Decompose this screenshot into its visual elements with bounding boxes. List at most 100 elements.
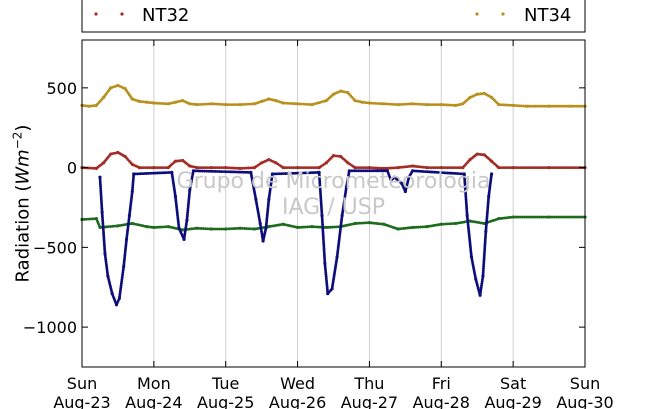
data-point-fill [448, 103, 451, 107]
data-point-fill [304, 166, 307, 170]
data-point-fill [390, 166, 394, 170]
data-point-fill [331, 225, 334, 229]
data-point-fill [311, 166, 315, 170]
data-point-fill [515, 104, 519, 108]
data-point-fill [154, 166, 158, 170]
data-point-fill [455, 166, 459, 170]
data-point-fill [435, 166, 439, 170]
data-point-fill [201, 227, 205, 230]
data-point [410, 225, 415, 230]
y-tick-label: −1000 [23, 318, 77, 337]
data-point-fill [384, 166, 388, 170]
data-point-fill [415, 225, 419, 229]
data-point-fill [285, 101, 289, 105]
data-point-fill [197, 103, 201, 106]
data-point [367, 101, 372, 105]
data-point-fill [211, 102, 215, 106]
y-tick-label: −500 [33, 238, 77, 257]
data-point-fill [557, 104, 561, 108]
legend-item-nt34: NT34 [475, 5, 571, 26]
data-point [439, 166, 443, 170]
data-point [425, 103, 429, 107]
data-point [410, 102, 415, 106]
data-point-fill [378, 166, 382, 170]
data-point-fill [232, 227, 236, 230]
data-point [209, 166, 213, 170]
data-point-fill [226, 103, 230, 107]
data-point-fill [507, 103, 511, 107]
data-point-fill [306, 225, 310, 229]
data-point-fill [499, 166, 503, 170]
legend-label-nt34: NT34 [524, 5, 571, 26]
data-point-fill [355, 166, 359, 170]
x-tick-label-date: Aug-29 [484, 393, 541, 409]
data-point-fill [216, 227, 219, 231]
data-point-fill [220, 227, 224, 231]
series-0 [80, 83, 587, 108]
data-point-fill [148, 166, 152, 170]
data-point-fill [162, 225, 166, 229]
data-point-fill [329, 225, 332, 229]
data-point-fill [429, 103, 433, 107]
data-point [238, 166, 242, 171]
data-point-fill [535, 104, 539, 108]
data-point [569, 104, 573, 108]
data-point-fill [287, 101, 291, 105]
data-point-fill [388, 102, 392, 106]
data-point-fill [82, 217, 86, 221]
data-point-fill [503, 103, 507, 107]
data-point-fill [517, 104, 521, 108]
data-point-fill [374, 166, 377, 170]
data-point-fill [214, 227, 217, 231]
data-point-fill [203, 227, 207, 231]
data-point-fill [565, 104, 569, 108]
legend-box [81, 0, 586, 33]
data-point-fill [537, 104, 541, 108]
data-point-fill [530, 104, 533, 108]
data-point-fill [447, 166, 451, 170]
data-point-fill [226, 166, 230, 170]
data-point-fill [283, 101, 287, 105]
data-point-fill [443, 222, 447, 226]
data-point-fill [359, 166, 363, 170]
data-point-fill [88, 166, 92, 170]
data-point-fill [404, 102, 408, 106]
watermark-line-2: IAG / USP [282, 195, 385, 220]
data-point-fill [448, 222, 451, 226]
data-point-fill [450, 222, 453, 226]
data-point-fill [197, 166, 201, 170]
data-point-fill [449, 166, 453, 170]
data-point-fill [413, 102, 416, 106]
data-point-fill [230, 166, 234, 170]
data-point-fill [86, 217, 90, 221]
data-point [396, 103, 400, 107]
data-point-fill [446, 103, 449, 107]
data-point [497, 103, 501, 107]
data-point-fill [555, 104, 559, 108]
data-point-fill [304, 225, 308, 229]
data-point [497, 166, 501, 170]
data-point-fill [441, 103, 445, 107]
x-tick-label-day: Sun [570, 374, 600, 393]
data-point-fill [579, 104, 583, 108]
data-point-fill [413, 225, 416, 229]
data-point-fill [302, 225, 306, 229]
data-point-fill [499, 103, 503, 107]
data-point-fill [386, 102, 390, 106]
data-point-fill [154, 225, 158, 229]
data-point-fill [156, 166, 160, 170]
data-point [439, 103, 443, 107]
data-point-fill [318, 225, 322, 229]
data-point-fill [140, 166, 143, 170]
data-point-fill [242, 102, 246, 106]
data-point-fill [90, 217, 94, 221]
data-point-fill [216, 166, 219, 170]
data-point-fill [355, 221, 359, 225]
data-point-fill [234, 166, 238, 170]
data-point-fill [314, 225, 318, 229]
y-axis-label-exponent: −2 [10, 132, 24, 150]
data-point-fill [214, 102, 217, 106]
data-point [295, 102, 300, 106]
data-point-fill [559, 104, 563, 108]
data-point-fill [160, 166, 164, 170]
